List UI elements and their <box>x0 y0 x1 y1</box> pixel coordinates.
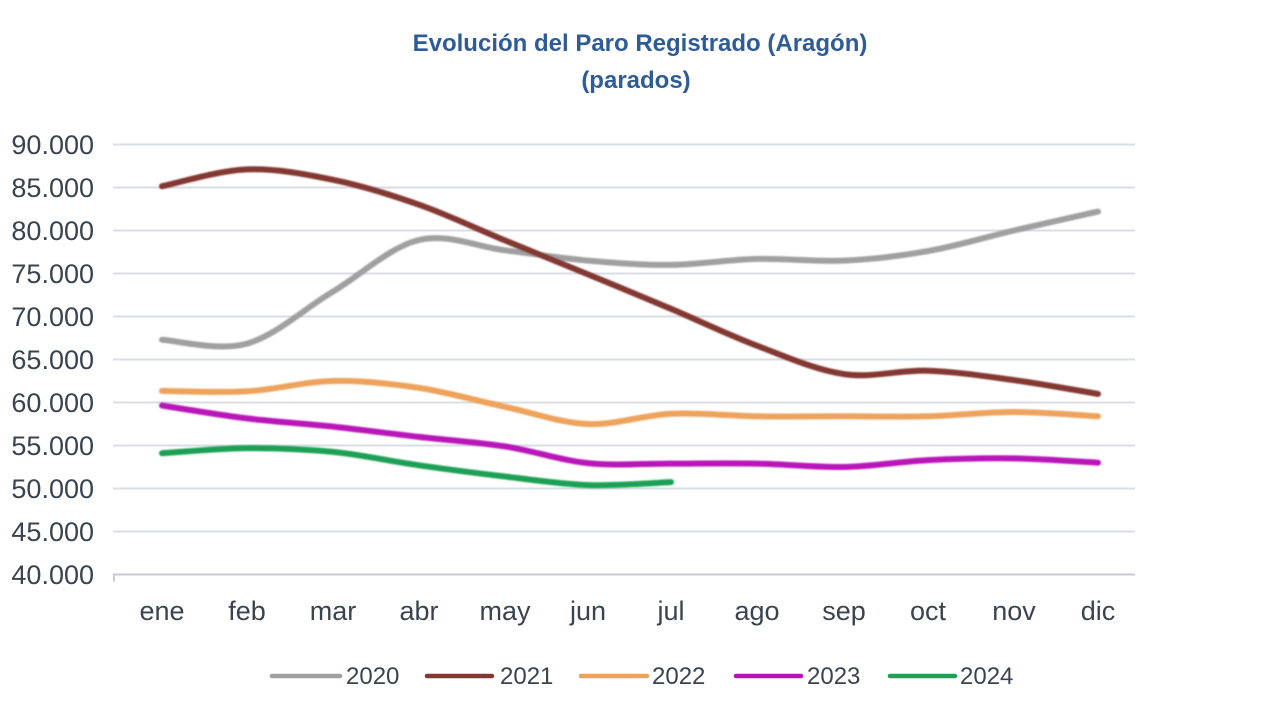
svg-text:70.000: 70.000 <box>11 302 94 332</box>
svg-text:55.000: 55.000 <box>11 431 94 461</box>
svg-text:2021: 2021 <box>500 663 553 690</box>
svg-text:mar: mar <box>310 596 357 626</box>
svg-text:sep: sep <box>822 596 866 626</box>
svg-text:60.000: 60.000 <box>11 388 94 418</box>
svg-text:40.000: 40.000 <box>11 560 94 590</box>
svg-text:85.000: 85.000 <box>11 173 94 203</box>
svg-text:80.000: 80.000 <box>11 216 94 246</box>
svg-text:90.000: 90.000 <box>11 130 94 160</box>
svg-text:2024: 2024 <box>960 663 1013 690</box>
svg-text:45.000: 45.000 <box>11 517 94 547</box>
svg-text:nov: nov <box>992 596 1036 626</box>
svg-text:jul: jul <box>656 596 684 626</box>
svg-text:2023: 2023 <box>807 663 860 690</box>
svg-text:2022: 2022 <box>652 663 705 690</box>
svg-text:75.000: 75.000 <box>11 259 94 289</box>
svg-text:may: may <box>479 596 531 626</box>
svg-text:65.000: 65.000 <box>11 345 94 375</box>
svg-text:abr: abr <box>399 596 438 626</box>
svg-text:Evolución del Paro Registrado: Evolución del Paro Registrado (Aragón) <box>413 30 868 57</box>
svg-text:jun: jun <box>569 596 606 626</box>
svg-text:dic: dic <box>1081 596 1116 626</box>
svg-text:50.000: 50.000 <box>11 474 94 504</box>
svg-text:ago: ago <box>734 596 779 626</box>
svg-text:oct: oct <box>910 596 947 626</box>
svg-text:feb: feb <box>228 596 266 626</box>
svg-text:(parados): (parados) <box>581 67 690 94</box>
svg-text:ene: ene <box>139 596 184 626</box>
svg-text:2020: 2020 <box>346 663 399 690</box>
